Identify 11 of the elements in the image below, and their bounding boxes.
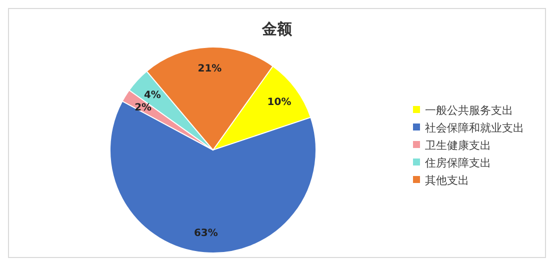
data-label: 63% [194,228,218,240]
legend-label: 社会保障和就业支出 [425,122,524,134]
chart-title: 金额 [261,20,293,38]
data-label: 4% [144,90,161,102]
legend-label: 住房保障支出 [425,156,491,170]
legend-label: 其他支出 [425,174,469,187]
data-label: 10% [267,97,292,108]
data-label: 21% [198,64,222,75]
data-label: 2% [134,102,152,114]
legend-label: 一般公共服务支出 [425,104,513,117]
legend-label: 卫生健康支出 [425,139,491,152]
